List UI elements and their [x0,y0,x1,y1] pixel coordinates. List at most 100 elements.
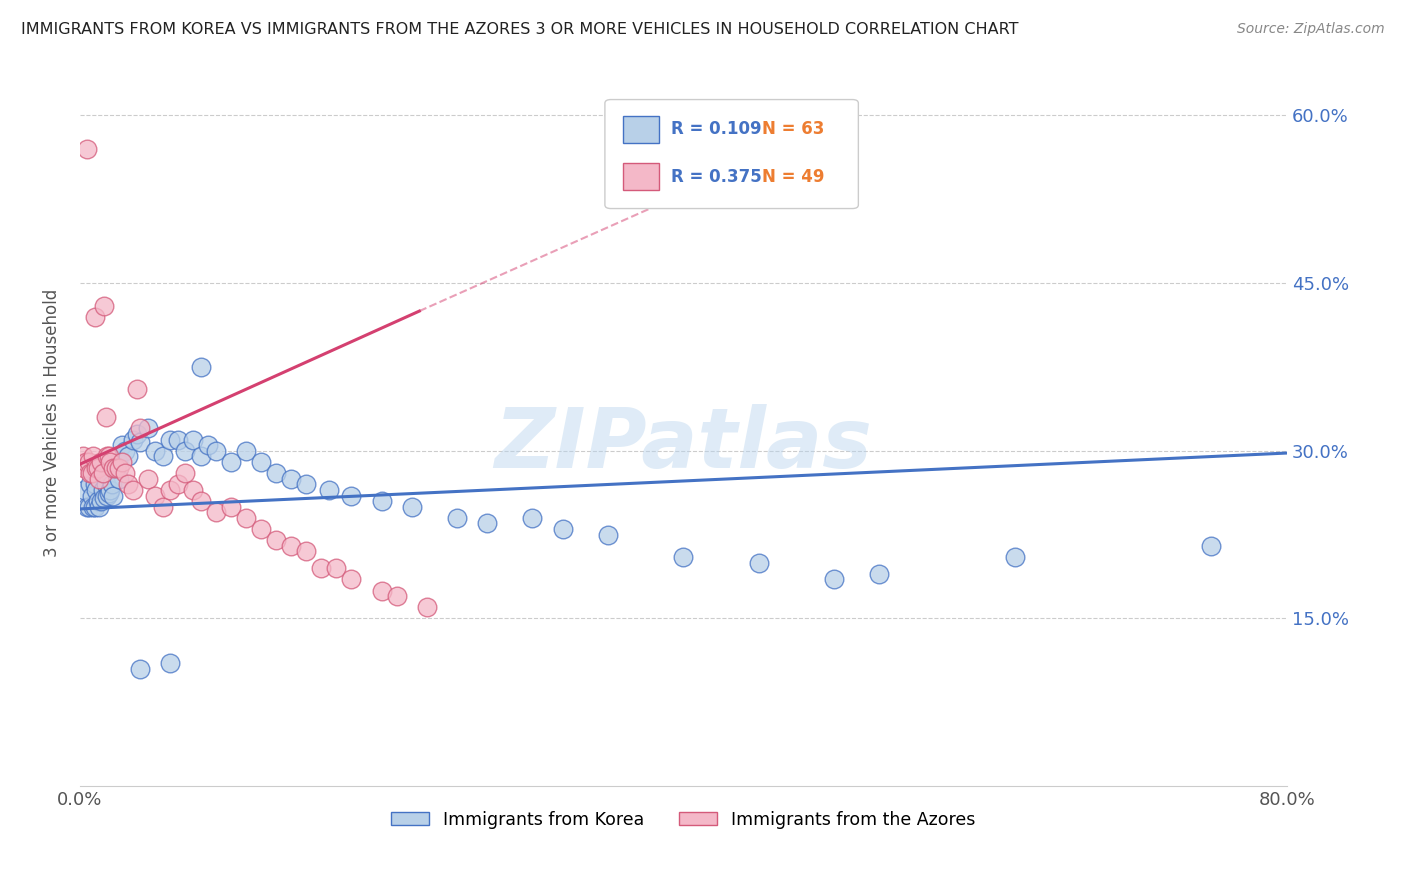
Point [89,500,111,514]
Legend: Immigrants from Korea, Immigrants from the Azores: Immigrants from Korea, Immigrants from t… [384,804,983,836]
Point [98,483,121,497]
Text: R = 0.109: R = 0.109 [671,120,762,138]
Point [77,455,100,469]
Point [264,533,287,548]
Point [129,662,152,676]
Point [114,466,136,480]
Point [91,466,114,480]
Point [86,483,108,497]
Point [295,544,318,558]
Point [94,410,117,425]
Point [87,494,110,508]
Point [159,433,181,447]
Point [111,438,134,452]
Point [105,460,128,475]
Point [235,511,257,525]
Point [79,466,101,480]
Y-axis label: 3 or more Vehicles in Household: 3 or more Vehicles in Household [44,289,60,557]
Point [101,460,124,475]
Point [108,472,131,486]
Point [672,549,695,564]
FancyBboxPatch shape [605,100,858,209]
Text: N = 49: N = 49 [762,168,824,186]
Point [869,566,891,581]
Point [76,142,98,156]
Text: R = 0.375: R = 0.375 [671,168,762,186]
Text: N = 63: N = 63 [762,120,824,138]
Point [309,561,332,575]
Point [80,489,103,503]
Point [80,466,103,480]
Point [107,455,129,469]
Point [748,556,770,570]
Point [190,450,212,464]
Point [1201,539,1223,553]
Point [159,656,181,670]
Point [596,527,619,541]
Point [94,477,117,491]
Point [370,494,392,508]
Point [89,472,111,486]
Point [98,455,121,469]
Point [90,494,112,508]
Point [79,477,101,491]
Point [121,433,143,447]
Point [73,460,96,475]
Point [129,434,152,449]
Point [416,600,439,615]
Point [86,460,108,475]
Point [136,472,159,486]
Point [97,486,120,500]
Point [84,477,107,491]
Point [91,483,114,497]
Point [325,561,347,575]
Point [87,460,110,475]
Point [174,443,197,458]
Point [385,589,408,603]
Point [280,539,302,553]
Point [152,500,174,514]
Point [136,421,159,435]
Point [318,483,340,497]
FancyBboxPatch shape [623,116,659,143]
Point [96,450,118,464]
Point [117,477,139,491]
Point [477,516,499,531]
Point [143,489,166,503]
Point [250,522,273,536]
Point [340,572,363,586]
Point [159,483,181,497]
Point [101,489,124,503]
Point [76,500,98,514]
Point [219,500,242,514]
Point [108,460,131,475]
Point [100,477,122,491]
Point [204,505,226,519]
Point [167,477,190,491]
Text: ZIPatlas: ZIPatlas [495,404,872,485]
Point [181,433,204,447]
Point [522,511,544,525]
Point [190,494,212,508]
Point [204,443,226,458]
Point [823,572,845,586]
Point [280,472,302,486]
Point [370,583,392,598]
Point [446,511,468,525]
Point [111,455,134,469]
Point [77,500,100,514]
Point [264,466,287,480]
Point [152,450,174,464]
Point [84,310,107,324]
Point [82,450,104,464]
Text: IMMIGRANTS FROM KOREA VS IMMIGRANTS FROM THE AZORES 3 OR MORE VEHICLES IN HOUSEH: IMMIGRANTS FROM KOREA VS IMMIGRANTS FROM… [21,22,1018,37]
Point [93,298,115,312]
Point [174,466,197,480]
Point [219,455,242,469]
Point [1004,549,1026,564]
Point [127,382,149,396]
Point [82,500,104,514]
Point [90,455,112,469]
Point [250,455,273,469]
Point [235,443,257,458]
